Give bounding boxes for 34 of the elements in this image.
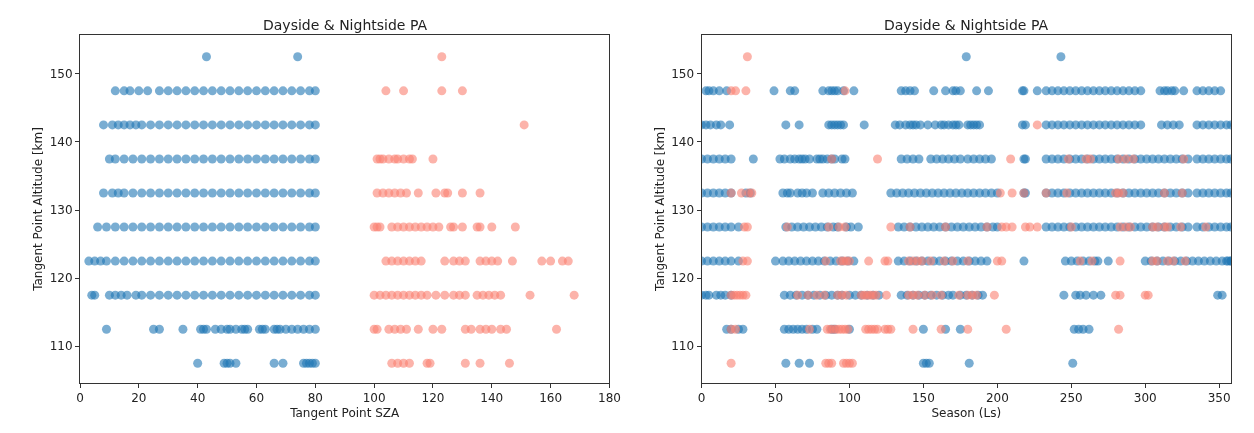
x-axis-title: Tangent Point SZA [289, 406, 401, 421]
y-tick-label: 110 [49, 339, 73, 354]
x-tick-label: 180 [598, 391, 621, 406]
y-tick-label: 140 [49, 135, 73, 150]
y-tick-label: 150 [671, 67, 695, 82]
x-tick-label: 0 [76, 391, 84, 406]
x-tick-label: 140 [480, 391, 504, 406]
y-tick-label: 110 [671, 339, 695, 354]
y-axis-title: Tangent Point Altitude [km] [652, 127, 667, 292]
x-tick-label: 250 [1059, 391, 1083, 406]
y-tick-label: 130 [671, 203, 695, 218]
x-tick-label: 20 [131, 391, 147, 406]
y-axis-title: Tangent Point Altitude [km] [30, 127, 45, 292]
x-tick-label: 200 [985, 391, 1009, 406]
x-tick-label: 40 [190, 391, 206, 406]
chart-title: Dayside & Nightside PA [884, 17, 1049, 33]
y-tick-label: 140 [671, 135, 695, 150]
x-tick-label: 150 [911, 391, 935, 406]
x-tick-label: 350 [1207, 391, 1231, 406]
y-tick-label: 120 [671, 271, 695, 286]
x-tick-label: 60 [248, 391, 265, 406]
x-tick-label: 50 [767, 391, 784, 406]
x-tick-label: 100 [362, 391, 386, 406]
x-tick-label: 0 [697, 391, 706, 406]
y-tick-label: 120 [49, 271, 73, 286]
x-tick-label: 160 [539, 391, 563, 406]
y-tick-label: 150 [49, 67, 73, 82]
x-tick-label: 120 [421, 391, 445, 406]
y-tick-label: 130 [49, 203, 73, 218]
x-tick-label: 300 [1133, 391, 1157, 406]
x-tick-label: 100 [837, 391, 861, 406]
x-axis-title: Season (Ls) [931, 406, 1002, 421]
x-tick-label: 80 [307, 391, 323, 406]
chart-title: Dayside & Nightside PA [263, 17, 428, 33]
